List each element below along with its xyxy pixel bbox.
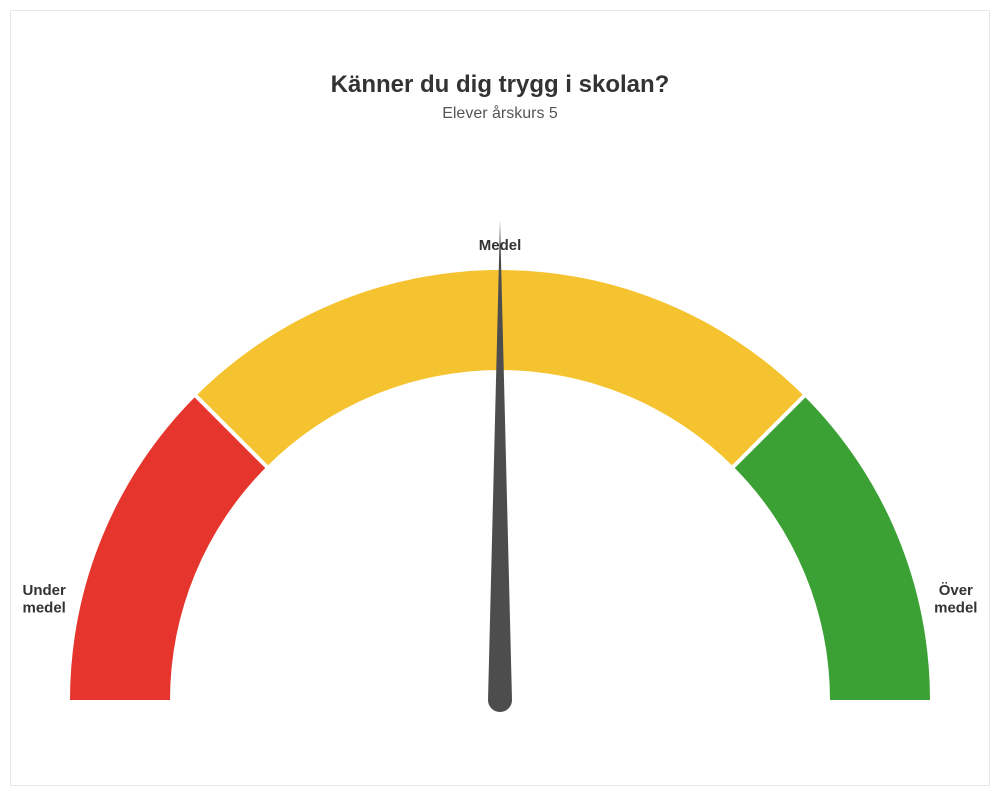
chart-frame: Känner du dig trygg i skolan? Elever års… [10,10,990,786]
gauge-label-over-medel: Övermedel [934,582,977,616]
gauge-chart: Undermedel Övermedel Medel [11,11,989,785]
gauge-label-under-medel: Undermedel [23,582,67,616]
gauge-segment-0 [70,396,267,700]
gauge-label-medel: Medel [479,237,522,254]
gauge-segment-2 [733,396,930,700]
